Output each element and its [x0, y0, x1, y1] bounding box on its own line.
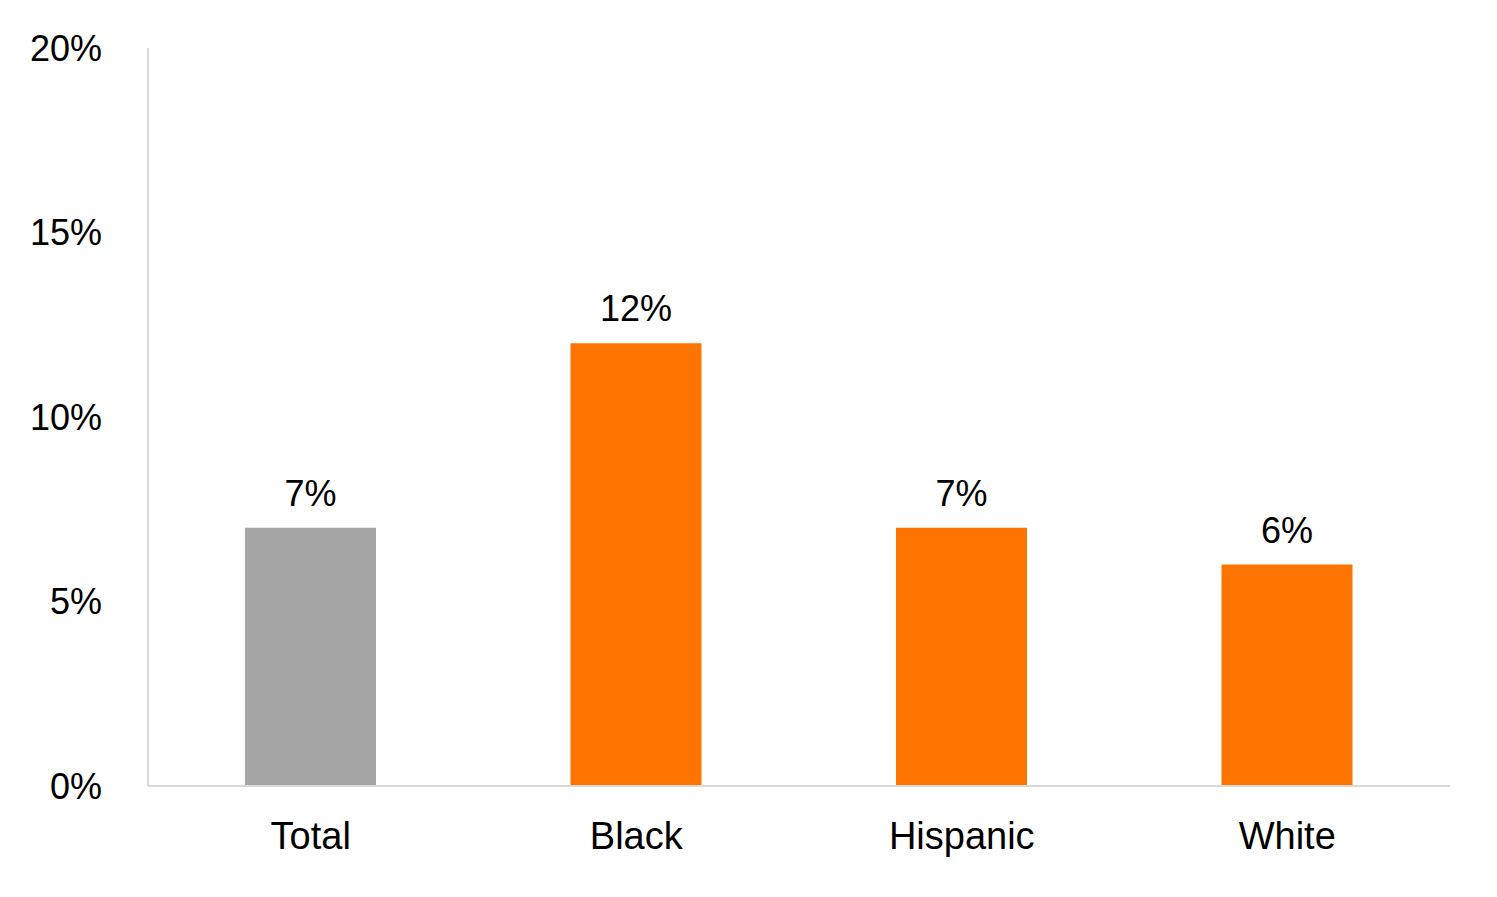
svg-text:6%: 6%	[1261, 510, 1313, 551]
svg-text:15%: 15%	[30, 212, 102, 253]
svg-text:Black: Black	[590, 815, 684, 857]
svg-text:20%: 20%	[30, 28, 102, 69]
svg-text:10%: 10%	[30, 397, 102, 438]
svg-text:Hispanic: Hispanic	[889, 815, 1035, 857]
svg-text:7%: 7%	[935, 473, 987, 514]
svg-text:12%: 12%	[600, 288, 672, 329]
svg-text:Total: Total	[271, 815, 351, 857]
svg-text:7%: 7%	[284, 473, 336, 514]
svg-text:0%: 0%	[50, 766, 102, 807]
svg-text:White: White	[1239, 815, 1336, 857]
svg-text:5%: 5%	[50, 581, 102, 622]
